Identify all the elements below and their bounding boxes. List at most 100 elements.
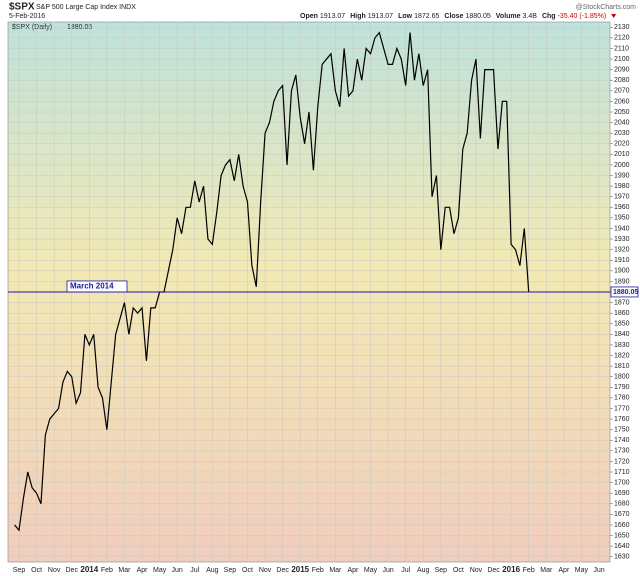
x-tick-label: Aug	[206, 567, 219, 574]
quote-label: Chg	[542, 13, 556, 20]
y-tick-label: 1990	[614, 172, 630, 179]
y-tick-label: 2090	[614, 66, 630, 73]
y-tick-label: 1640	[614, 543, 630, 550]
y-tick-label: 1940	[614, 225, 630, 232]
y-tick-label: 1710	[614, 469, 630, 476]
x-tick-label: Apr	[558, 567, 570, 574]
annotation: March 2014	[70, 282, 114, 291]
y-tick-label: 2120	[614, 35, 630, 42]
x-tick-label: 2015	[291, 565, 309, 574]
y-tick-label: 1730	[614, 448, 630, 455]
x-tick-label: Jul	[401, 567, 410, 574]
price-tag: 1880.05	[613, 289, 638, 296]
annotation-box	[66, 280, 128, 293]
date: 5-Feb-2016	[9, 13, 45, 20]
y-tick-label: 1900	[614, 268, 630, 275]
x-tick-label: Jun	[172, 567, 183, 574]
quote-label: Open	[300, 13, 318, 20]
x-tick-label: Sep	[13, 567, 26, 574]
source: @StockCharts.com	[576, 4, 637, 11]
x-tick-label: Sep	[224, 567, 237, 574]
y-tick-label: 2070	[614, 88, 630, 95]
y-tick-label: 2030	[614, 130, 630, 137]
x-tick-label: Dec	[66, 567, 79, 574]
y-tick-label: 1890	[614, 278, 630, 285]
y-tick-label: 1670	[614, 511, 630, 518]
y-tick-label: 2010	[614, 151, 630, 158]
x-tick-label: Nov	[470, 567, 483, 574]
y-tick-label: 2100	[614, 56, 630, 63]
x-tick-label: Feb	[101, 567, 113, 574]
x-tick-label: Nov	[259, 567, 272, 574]
y-tick-label: 2040	[614, 119, 630, 126]
quote-label: Volume	[496, 13, 521, 20]
y-tick-label: 1930	[614, 236, 630, 243]
y-tick-label: 1650	[614, 532, 630, 539]
y-tick-label: 1790	[614, 384, 630, 391]
y-tick-label: 2060	[614, 98, 630, 105]
y-tick-label: 1870	[614, 299, 630, 306]
x-tick-label: Oct	[242, 567, 253, 574]
x-tick-label: Jul	[190, 567, 199, 574]
quote-value: -35.40 (-1.85%)	[558, 13, 607, 20]
y-tick-label: 1830	[614, 342, 630, 349]
x-tick-label: May	[575, 567, 589, 574]
y-tick-label: 1910	[614, 257, 630, 264]
x-tick-label: May	[364, 567, 378, 574]
y-tick-label: 2050	[614, 109, 630, 116]
y-tick-label: 1800	[614, 374, 630, 381]
x-tick-label: Apr	[137, 567, 149, 574]
y-tick-label: 2130	[614, 24, 630, 31]
y-tick-label: 1700	[614, 479, 630, 486]
index-name: S&P 500 Large Cap Index INDX	[36, 4, 136, 11]
price-line	[14, 31, 530, 532]
quote-label: Low	[398, 13, 413, 20]
y-tick-label: 1740	[614, 437, 630, 444]
y-tick-label: 1630	[614, 554, 630, 561]
y-tick-label: 1960	[614, 204, 630, 211]
x-tick-label: Oct	[31, 567, 42, 574]
y-tick-label: 1690	[614, 490, 630, 497]
y-tick-label: 2000	[614, 162, 630, 169]
y-tick-label: 1820	[614, 352, 630, 359]
x-tick-label: Oct	[453, 567, 464, 574]
quote-value: 1880.05	[465, 13, 490, 20]
y-tick-label: 1840	[614, 331, 630, 338]
x-tick-label: Sep	[435, 567, 448, 574]
quote-value: 1913.07	[368, 13, 393, 20]
quote-label: Close	[444, 13, 463, 20]
y-tick-label: 1980	[614, 183, 630, 190]
y-tick-label: 2020	[614, 141, 630, 148]
y-tick-label: 1920	[614, 246, 630, 253]
x-tick-label: 2016	[502, 565, 520, 574]
x-tick-label: Mar	[118, 567, 131, 574]
x-tick-label: Dec	[487, 567, 500, 574]
y-tick-label: 1950	[614, 215, 630, 222]
x-tick-label: May	[153, 567, 167, 574]
quote-value: 3.4B	[523, 13, 538, 20]
y-tick-label: 2110	[614, 45, 629, 52]
quote-label: High	[350, 13, 366, 20]
x-tick-label: Apr	[347, 567, 359, 574]
x-tick-label: Jun	[382, 567, 393, 574]
y-tick-label: 1780	[614, 395, 630, 402]
x-tick-label: Jun	[593, 567, 604, 574]
x-tick-label: Mar	[540, 567, 553, 574]
y-tick-label: 1660	[614, 522, 630, 529]
y-tick-label: 1850	[614, 321, 630, 328]
symbol: $SPX	[9, 2, 35, 13]
y-tick-label: 1750	[614, 426, 630, 433]
y-tick-label: 1970	[614, 194, 630, 201]
x-tick-label: Dec	[276, 567, 289, 574]
x-tick-label: Nov	[48, 567, 61, 574]
down-arrow	[611, 14, 617, 18]
x-tick-label: Feb	[312, 567, 324, 574]
x-tick-label: Feb	[523, 567, 535, 574]
y-tick-label: 1770	[614, 405, 630, 412]
y-tick-label: 1720	[614, 458, 630, 465]
quote-value: 1913.07	[320, 13, 345, 20]
x-tick-label: 2014	[80, 565, 98, 574]
x-tick-label: Mar	[329, 567, 342, 574]
price-tag-box	[610, 286, 639, 298]
